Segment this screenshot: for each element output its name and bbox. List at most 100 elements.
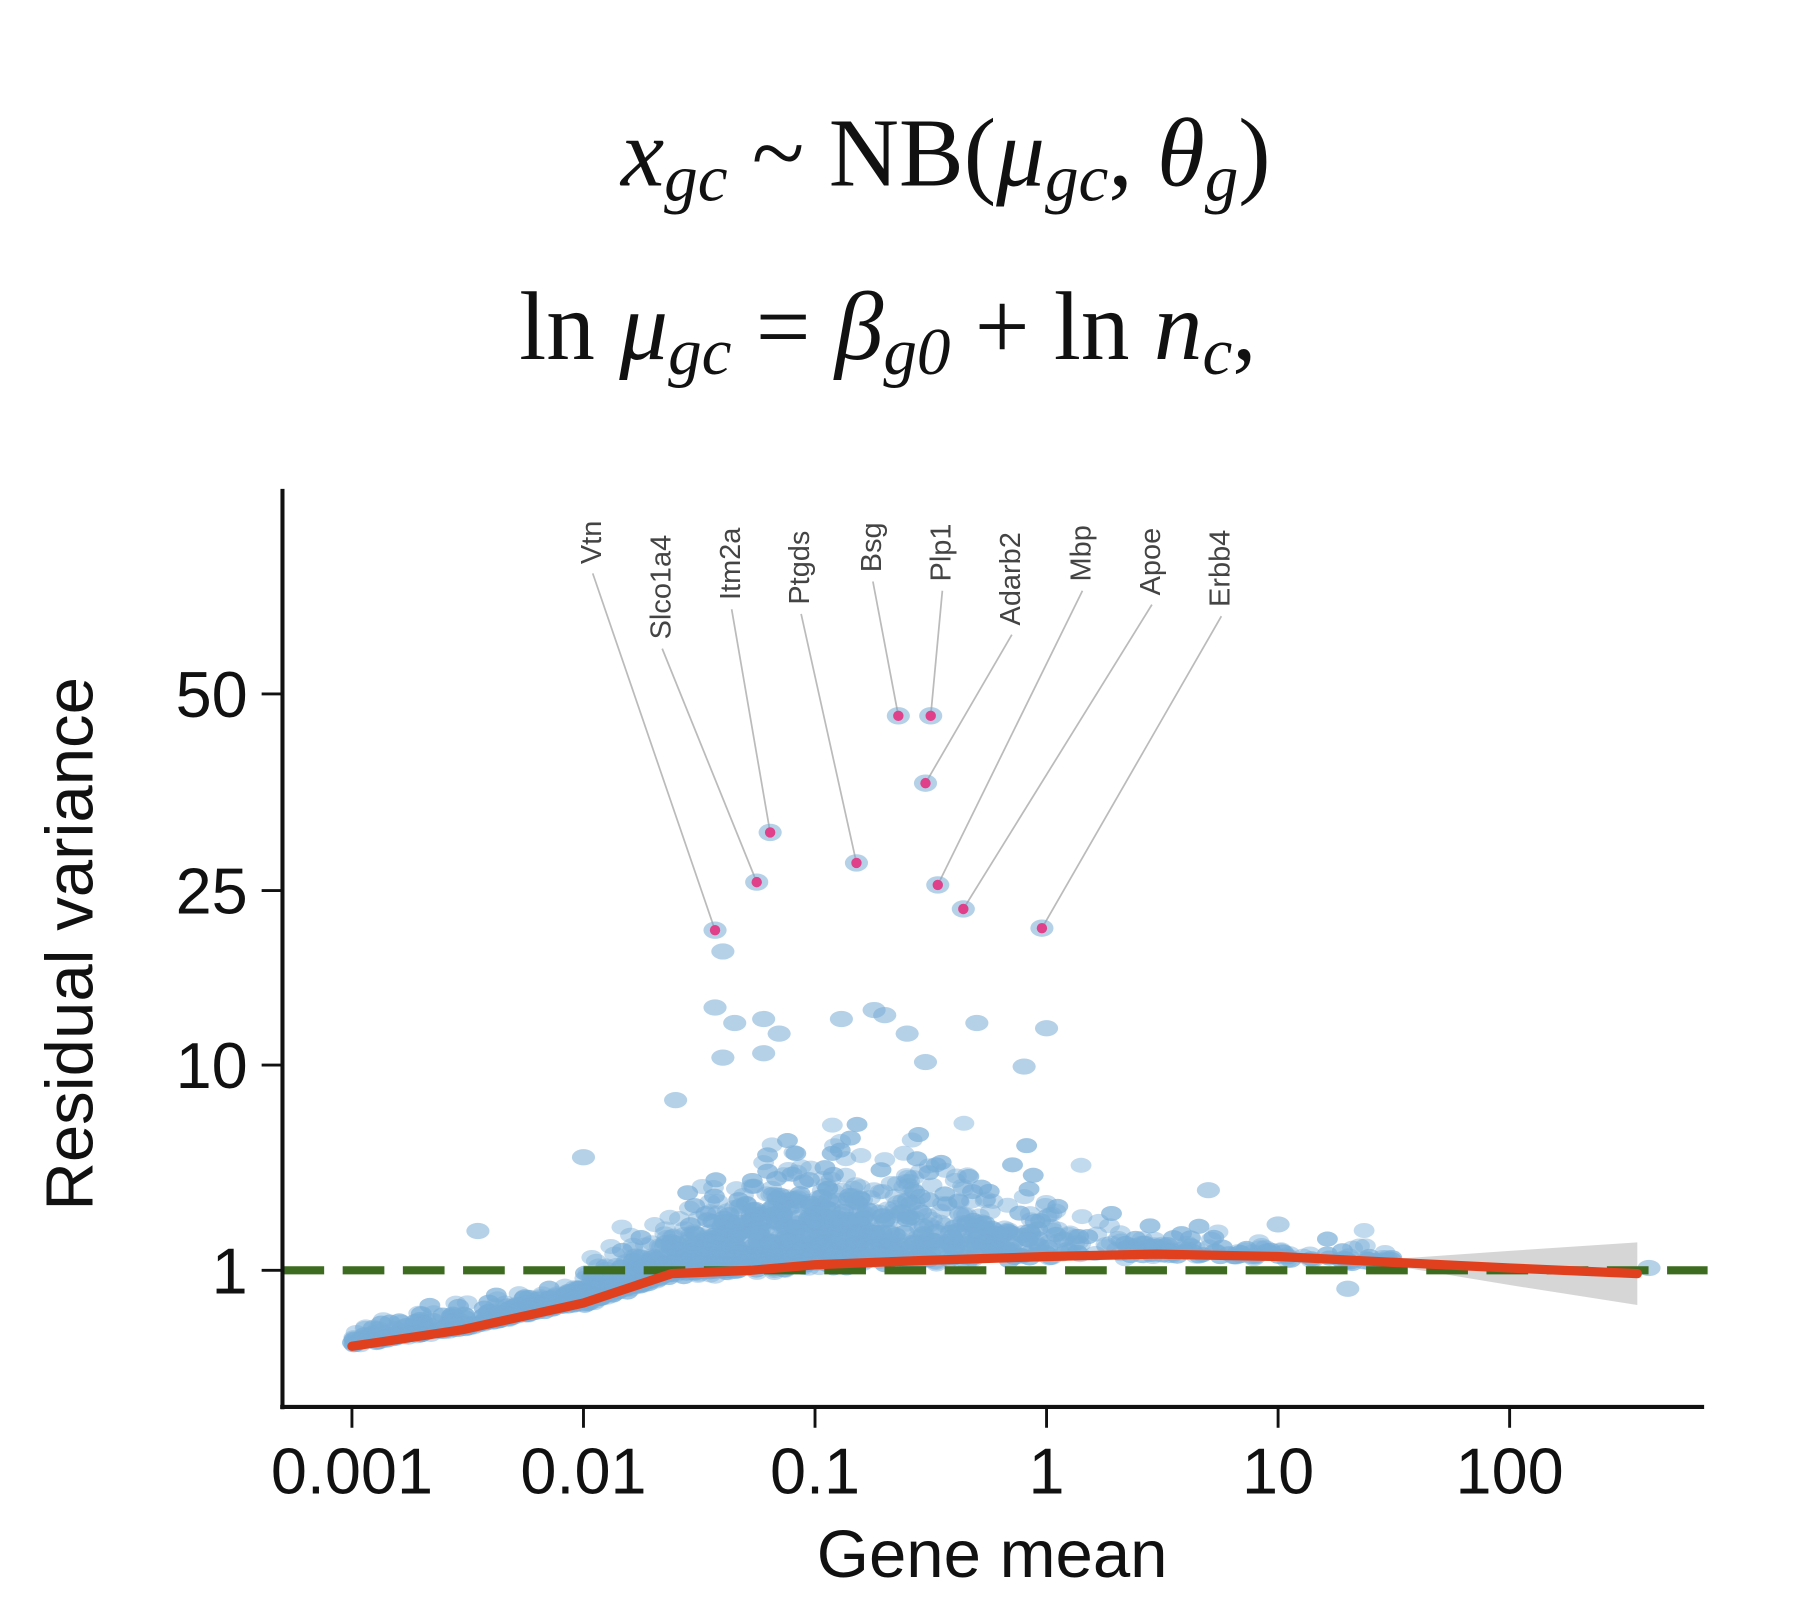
data-point <box>783 1235 805 1251</box>
data-point <box>848 1203 870 1219</box>
data-point <box>809 1242 831 1259</box>
data-point <box>885 1244 907 1260</box>
data-point <box>643 1250 665 1266</box>
data-point <box>557 1287 579 1303</box>
equation-part: g0 <box>883 314 950 389</box>
data-point <box>624 1261 645 1277</box>
data-point <box>761 1233 782 1249</box>
data-point <box>825 1242 847 1258</box>
data-point <box>904 1194 926 1210</box>
data-point <box>1045 1226 1067 1242</box>
data-point <box>714 1243 736 1259</box>
data-point <box>1019 1224 1040 1240</box>
data-point <box>419 1297 441 1313</box>
data-point <box>846 1227 868 1243</box>
data-point <box>823 1183 844 1199</box>
data-point <box>1002 1157 1023 1173</box>
data-point <box>796 1242 818 1258</box>
data-point <box>754 1222 776 1238</box>
data-point <box>966 1214 988 1230</box>
data-point <box>728 1214 750 1230</box>
data-point <box>837 1195 859 1211</box>
data-point <box>982 1236 1004 1252</box>
data-point <box>991 1228 1013 1244</box>
data-point <box>888 1239 910 1255</box>
data-point <box>1041 1206 1063 1222</box>
data-point <box>900 1195 922 1211</box>
data-point <box>870 1244 892 1260</box>
data-point <box>362 1325 384 1341</box>
data-point <box>796 1236 817 1252</box>
data-point <box>737 1253 759 1269</box>
data-point <box>817 1242 839 1258</box>
x-tick-label: 10 <box>1242 1435 1314 1508</box>
data-point <box>967 1226 989 1242</box>
data-point <box>1042 1222 1064 1238</box>
data-point <box>997 1222 1019 1238</box>
data-point <box>776 1189 798 1205</box>
data-point <box>783 1235 805 1251</box>
data-point <box>506 1297 527 1313</box>
data-point <box>708 1240 730 1256</box>
data-point <box>841 1238 863 1254</box>
data-point <box>800 1198 822 1214</box>
data-point <box>924 1233 946 1249</box>
data-point <box>785 1232 807 1248</box>
data-point <box>914 1234 936 1250</box>
data-point <box>499 1301 521 1317</box>
data-point <box>789 1186 811 1202</box>
data-point <box>556 1288 578 1304</box>
data-point <box>370 1315 392 1331</box>
data-point <box>708 1231 730 1247</box>
data-point <box>811 1183 833 1199</box>
data-point <box>726 1227 748 1243</box>
data-point <box>789 1209 810 1225</box>
data-point <box>582 1279 604 1295</box>
data-point <box>777 1161 799 1178</box>
data-point <box>418 1317 440 1333</box>
data-point <box>887 1195 908 1211</box>
gene-label: Apoe <box>1135 528 1167 596</box>
data-point <box>916 1207 938 1223</box>
data-point <box>775 1230 796 1246</box>
data-point <box>748 1250 770 1266</box>
data-point <box>717 1220 739 1236</box>
data-point <box>675 1244 696 1260</box>
data-point <box>800 1195 822 1212</box>
data-point <box>487 1291 508 1307</box>
data-point <box>733 1250 755 1266</box>
data-point <box>703 1228 725 1244</box>
y-tick-label: 1 <box>212 1234 248 1307</box>
data-point <box>454 1309 476 1325</box>
data-point <box>971 1214 993 1230</box>
data-point <box>1099 1218 1120 1234</box>
data-point <box>432 1307 454 1323</box>
y-tick-label: 25 <box>176 855 248 928</box>
data-point <box>600 1271 621 1287</box>
data-point <box>973 1220 995 1236</box>
data-point <box>767 1248 789 1264</box>
data-point <box>410 1314 431 1330</box>
trend-line <box>347 1249 1642 1351</box>
data-point <box>798 1235 820 1251</box>
equation-part: + ln <box>950 273 1153 381</box>
data-point <box>711 943 735 960</box>
data-point <box>838 1240 860 1256</box>
data-point <box>747 1234 769 1250</box>
equation-part: θ <box>1157 100 1205 208</box>
data-point <box>948 1205 970 1221</box>
data-point <box>705 1172 727 1188</box>
data-point <box>485 1298 507 1314</box>
data-point <box>1030 1213 1052 1229</box>
scatter-points <box>341 943 1661 1353</box>
data-point <box>720 1217 742 1234</box>
data-point <box>680 1250 702 1266</box>
data-point <box>757 1239 779 1255</box>
data-point <box>836 1246 858 1262</box>
data-point <box>915 1236 937 1252</box>
data-point <box>756 1251 778 1267</box>
data-point <box>887 1229 909 1245</box>
equation-log-link: ln μgc = βg0 + ln nc, <box>519 273 1256 389</box>
data-point <box>713 1210 735 1226</box>
data-point <box>929 1214 951 1230</box>
